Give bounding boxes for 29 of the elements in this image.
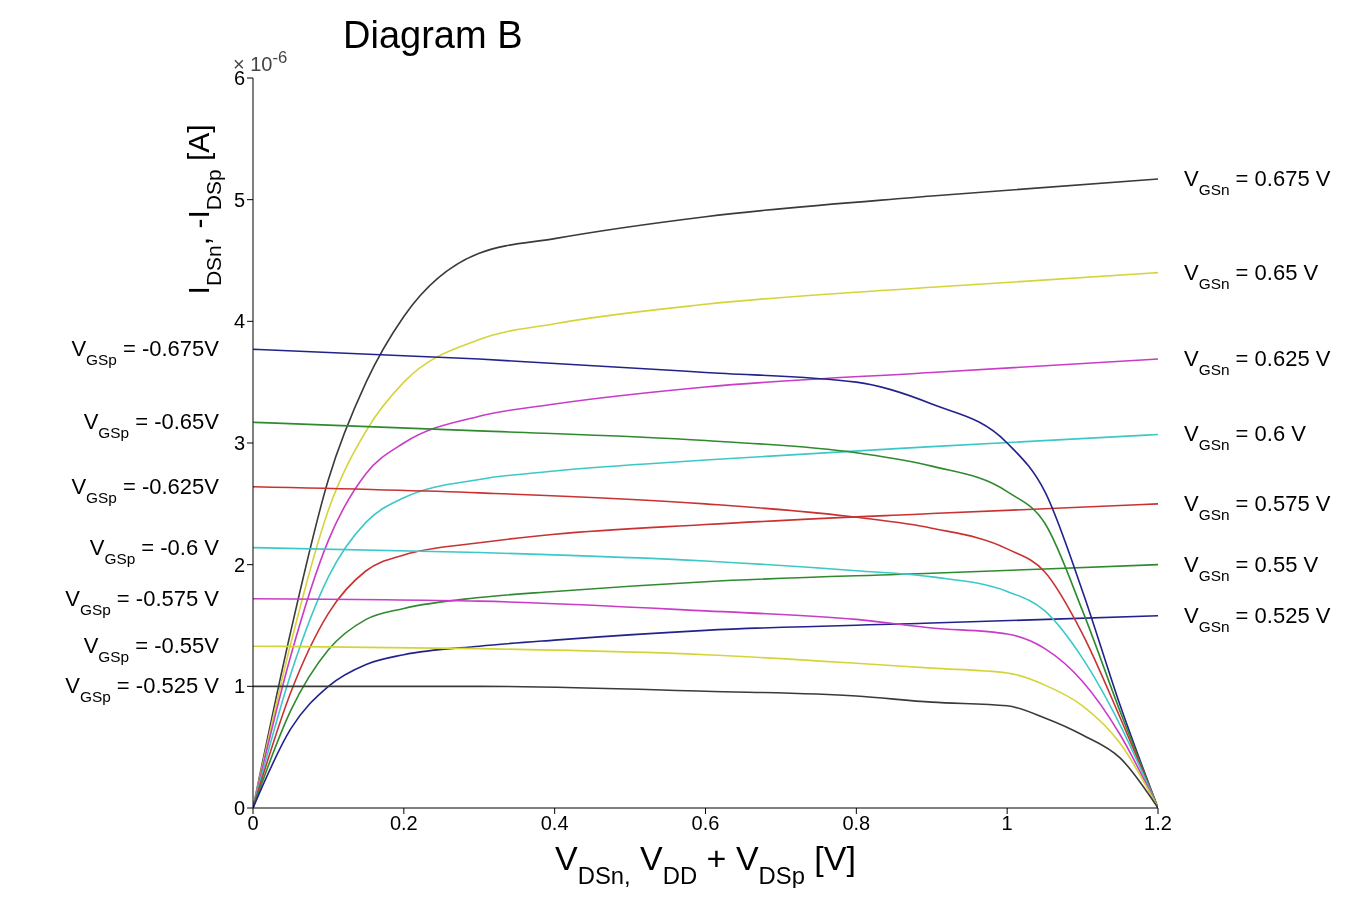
series-label: V$_{GSp}$ = -0.575 V [65,585,220,618]
x-tick-label: 0.8 [842,812,871,835]
y-tick-label: 1 [233,675,245,698]
x-axis-title: V$_{DSn,}$ V$_{DD}$ + V$_{DSp}$ [V] [555,839,856,889]
series-label: V$_{GSp}$ = -0.65V [83,409,220,441]
series-label: V$_{GSn}$ = 0.675 V [1184,165,1331,198]
y-tick-label: 5 [233,188,245,211]
series-label: V$_{GSn}$ = 0.65 V [1184,259,1319,292]
y-tick-label: 4 [233,310,245,333]
x-tick-label: 0.6 [691,812,720,835]
series-label: V$_{GSp}$ = -0.525 V [65,673,220,705]
y-tick-label: 3 [233,432,245,455]
series-label: V$_{GSn}$ = 0.6 V [1184,421,1307,453]
series-label: V$_{GSn}$ = 0.55 V [1184,551,1319,584]
series-label: V$_{GSn}$ = 0.625 V [1184,346,1331,378]
series-label: V$_{GSn}$ = 0.525 V [1184,602,1331,635]
x-tick-label: 0.2 [389,812,418,835]
y-tick-label: 2 [233,553,245,576]
series-label: V$_{GSn}$ = 0.575 V [1184,490,1331,523]
series-label: V$_{GSp}$ = -0.625V [71,473,220,506]
x-tick-label: 0 [247,812,259,835]
chart-title: Diagram B [343,14,523,57]
x-tick-label: 1.2 [1144,812,1172,835]
series-label: V$_{GSp}$ = -0.6 V [89,534,220,567]
x-tick-label: 0.4 [540,812,569,835]
series-label: V$_{GSp}$ = -0.675V [71,336,220,368]
x-tick-label: 1 [1001,812,1013,835]
series-label: V$_{GSp}$ = -0.55V [83,633,220,665]
y-tick-label: 0 [233,797,245,820]
